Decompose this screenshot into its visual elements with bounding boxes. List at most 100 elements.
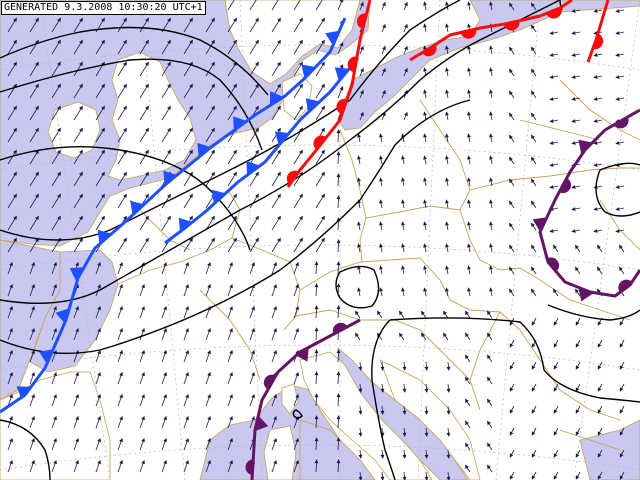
wind-arrowhead [382, 67, 386, 73]
wind-arrowhead [75, 327, 79, 333]
wind-arrowhead [101, 105, 105, 110]
wind-arrowhead [255, 193, 259, 198]
wind-arrowhead [97, 393, 101, 399]
wind-arrowhead [486, 310, 491, 316]
wind-arrowhead [597, 321, 602, 326]
wind-arrowhead [615, 141, 620, 145]
wind-arrowhead [382, 1, 386, 7]
wind-arrowhead [314, 415, 319, 420]
wind-arrowhead [553, 453, 558, 458]
wind-arrowhead [277, 83, 281, 88]
wind-arrowhead [251, 371, 255, 377]
wind-arrowhead [336, 129, 341, 134]
wind-arrowhead [321, 17, 325, 22]
wind-arrowhead [53, 283, 57, 289]
front-semicircle [545, 257, 560, 272]
wind-arrowhead [273, 393, 277, 399]
wind-arrowhead [553, 431, 558, 436]
wind-arrowhead [211, 215, 215, 220]
front-semicircle [347, 56, 358, 73]
wind-arrowhead [401, 265, 405, 270]
wind-arrowhead [508, 156, 513, 162]
wind-arrowhead [31, 261, 35, 267]
front-semicircle [357, 13, 367, 30]
wind-arrowhead [31, 393, 35, 399]
wind-arrowhead [35, 171, 39, 176]
wind-arrowhead [379, 287, 383, 292]
wind-arrowhead [423, 67, 427, 72]
wind-arrowhead [277, 39, 281, 44]
wind-arrowhead [354, 332, 359, 338]
wind-arrowhead [445, 221, 449, 226]
wind-arrowhead [420, 332, 425, 338]
wind-arrowhead [75, 437, 79, 443]
wind-arrowhead [145, 17, 149, 22]
wind-arrowhead [31, 459, 35, 465]
wind-arrowhead [185, 459, 189, 465]
wind-arrowhead [575, 343, 580, 348]
wind-arrowhead [163, 349, 167, 355]
wind-arrowhead [299, 237, 303, 242]
wind-arrowhead [424, 476, 429, 480]
wind-arrowhead [423, 243, 427, 248]
front-triangle [269, 91, 284, 106]
wind-arrowhead [549, 119, 554, 123]
wind-arrowhead [299, 83, 303, 88]
wind-arrowhead [119, 349, 123, 355]
wind-arrowhead [119, 327, 123, 333]
wind-arrowhead [571, 9, 576, 13]
front-triangle [294, 347, 309, 362]
wind-arrowhead [508, 134, 513, 140]
wind-arrowhead [119, 393, 123, 399]
front-triangle [274, 131, 290, 146]
wind-arrowhead [402, 366, 407, 371]
wind-arrowhead [119, 459, 123, 465]
wind-arrowhead [336, 261, 341, 266]
cold-front [164, 57, 360, 245]
wind-arrowhead [13, 61, 17, 66]
wind-arrowhead [401, 221, 405, 226]
wind-arrowhead [163, 459, 167, 465]
wind-arrowhead [336, 437, 341, 442]
wind-arrowhead [163, 283, 167, 289]
front-triangle [334, 67, 350, 82]
wind-arrowhead [424, 454, 429, 459]
sea-aegean [579, 419, 640, 480]
wind-arrowhead [531, 343, 536, 348]
front-semicircle [332, 322, 348, 335]
wind-arrowhead [445, 287, 449, 292]
wind-arrowhead [509, 475, 514, 480]
wind-arrowhead [380, 476, 385, 480]
wind-arrowhead [277, 193, 281, 198]
wind-arrowhead [101, 149, 105, 154]
wind-arrowhead [549, 97, 554, 101]
occluded-front [532, 108, 640, 302]
wind-arrowhead [336, 305, 341, 310]
wind-arrowhead [57, 149, 61, 154]
wind-arrowhead [445, 1, 449, 6]
wind-arrowhead [167, 215, 171, 220]
wind-arrowhead [597, 453, 602, 458]
front-triangle [246, 160, 260, 176]
wind-arrowhead [31, 305, 35, 311]
isobar [547, 304, 640, 321]
wind-arrowhead [211, 83, 215, 88]
isobar [292, 409, 303, 419]
wind-arrowhead [508, 112, 513, 118]
land-corsica [281, 383, 299, 415]
wind-arrowhead [13, 215, 17, 220]
wind-arrowhead [489, 111, 493, 116]
wind-arrows [7, 0, 625, 480]
wind-arrowhead [423, 111, 427, 116]
wind-arrowhead [31, 415, 35, 421]
wind-arrow [315, 0, 323, 11]
wind-arrowhead [467, 265, 471, 270]
wind-arrowhead [75, 393, 79, 399]
wind-arrowhead [189, 17, 193, 22]
wind-arrowhead [597, 343, 602, 348]
wind-arrowhead [553, 409, 558, 414]
wind-arrowhead [53, 415, 57, 421]
wind-arrowhead [531, 365, 536, 370]
